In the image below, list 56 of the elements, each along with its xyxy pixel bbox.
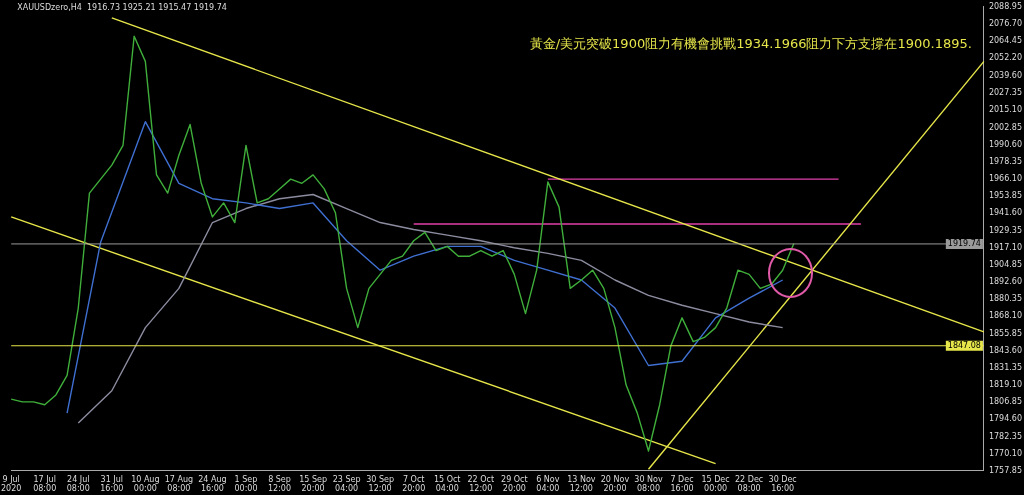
ref-line-label: 1919.74 [947,239,981,249]
x-tick-label: 20 Nov 20:00 [600,474,630,494]
x-tick-label: 30 Nov 08:00 [634,474,663,494]
y-tick-label: 1868.10 [988,311,1023,321]
x-tick-label: 15 Sep 20:00 [299,474,327,494]
y-tick-label: 1978.35 [988,156,1023,166]
x-tick-label: 6 Nov 04:00 [536,474,560,494]
y-tick-label: 1782.35 [988,431,1023,441]
x-tick-label: 1 Sep 00:00 [234,474,258,494]
y-tick-label: 1929.35 [988,225,1023,235]
x-tick-label: 9 Jul 2020 [1,474,22,494]
y-tick-label: 1794.60 [988,414,1023,424]
x-tick-label: 17 Aug 08:00 [164,474,194,494]
x-tick-label: 24 Jul 08:00 [66,474,90,494]
x-tick-label: 15 Dec 00:00 [701,474,730,494]
y-tick-label: 2088.95 [988,1,1023,11]
y-tick-label: 1819.10 [988,380,1023,390]
y-tick-label: 1917.10 [988,242,1023,252]
y-tick-label: 1806.85 [988,397,1023,407]
x-tick-label: 22 Dec 08:00 [735,474,764,494]
x-tick-label: 7 Oct 20:00 [402,474,426,494]
y-tick-label: 1892.60 [988,277,1023,287]
x-tick-label: 24 Aug 16:00 [198,474,227,494]
x-tick-label: 8 Sep 12:00 [267,474,292,494]
x-tick-label: 7 Dec 16:00 [670,474,694,494]
x-tick-label: 23 Sep 04:00 [332,474,361,494]
x-tick-label: 13 Nov 12:00 [567,474,596,494]
y-tick-label: 2039.60 [988,71,1023,81]
y-tick-label: 1880.35 [988,294,1023,304]
y-tick-label: 1904.85 [988,259,1023,269]
y-tick-label: 2002.85 [988,122,1023,132]
y-tick-label: 2052.20 [988,53,1023,63]
y-tick-label: 1990.60 [988,139,1023,149]
y-tick-label: 2027.35 [988,88,1023,98]
x-tick-label: 15 Oct 04:00 [433,474,461,494]
x-tick-label: 22 Oct 12:00 [467,474,495,494]
annotation: 黃金/美元突破1900阻力有機會挑戰1934.1966阻力下方支撐在1900.1895. [529,35,972,51]
y-tick-label: 1770.10 [988,448,1023,458]
x-tick-label: 10 Aug 00:00 [131,474,160,494]
y-tick-label: 1843.60 [988,345,1023,355]
x-tick-label: 30 Dec 16:00 [768,474,797,494]
chart-title: XAUUSDzero,H4 1916.73 1925.21 1915.47 1919.74 [17,3,227,13]
y-tick-label: 1966.10 [988,174,1023,184]
y-tick-label: 1855.85 [988,328,1023,338]
y-tick-label: 2076.70 [988,19,1023,29]
x-tick-label: 30 Sep 12:00 [366,474,395,494]
x-tick-label: 29 Oct 20:00 [501,474,528,494]
ref-line-label: 1847.08 [947,340,981,350]
y-tick-label: 2064.45 [988,36,1023,46]
y-tick-label: 2015.10 [988,105,1023,115]
y-tick-label: 1757.85 [988,465,1023,475]
y-tick-label: 1953.85 [988,191,1023,201]
y-tick-label: 1941.60 [988,208,1023,218]
x-tick-label: 17 Jul 08:00 [33,474,57,494]
x-tick-label: 31 Jul 16:00 [100,474,124,494]
y-tick-label: 1831.35 [988,362,1023,372]
